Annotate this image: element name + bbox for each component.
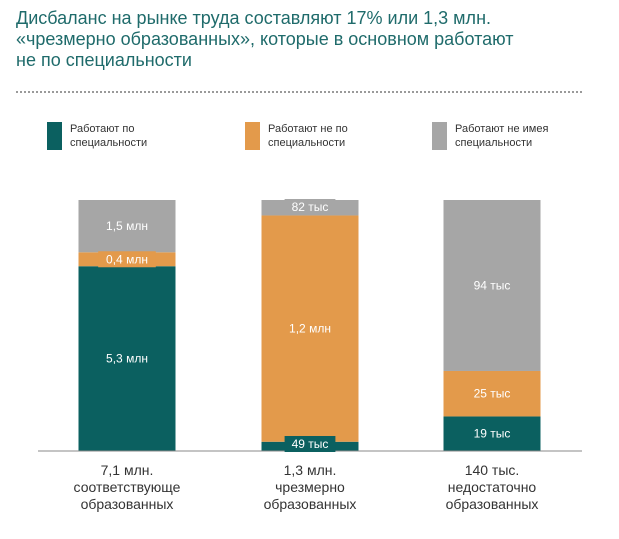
legend-label-line: Работают не по xyxy=(268,123,348,135)
value-label-box xyxy=(98,251,156,268)
legend-swatch-orange xyxy=(245,122,260,150)
value-label: 1,5 млн xyxy=(106,219,148,233)
chart-title: Дисбаланс на рынке труда составляют 17% … xyxy=(16,8,576,71)
category-label: 7,1 млн. xyxy=(101,462,154,478)
category-label: образованных xyxy=(81,496,174,512)
bar-segment xyxy=(78,266,176,451)
value-label: 19 тыс xyxy=(474,427,511,441)
title-line-3: не по специальности xyxy=(16,50,192,70)
legend-label-line: Работают по xyxy=(70,123,135,135)
category-label: чрезмерно xyxy=(275,479,345,495)
value-label: 94 тыс xyxy=(474,278,511,292)
legend-label-line: Работают не имея xyxy=(455,123,549,135)
title-line-2: «чрезмерно образованных», которые в осно… xyxy=(16,29,514,49)
legend-swatch-gray xyxy=(432,122,447,150)
bar-segment xyxy=(443,370,541,417)
title-line-1: Дисбаланс на рынке труда составляют 17% … xyxy=(16,8,492,28)
bar-segment xyxy=(78,200,176,253)
legend-label: Работают не по специальности xyxy=(268,122,388,150)
bar-segment xyxy=(443,416,541,451)
category-label: 140 тыс. xyxy=(465,462,520,478)
legend-item-by-specialty: Работают по специальности xyxy=(47,122,190,150)
legend-item-no-specialty: Работают не имея специальности xyxy=(432,122,575,150)
value-label-box xyxy=(284,436,336,452)
category-label: образованных xyxy=(446,496,539,512)
value-label: 1,2 млн xyxy=(289,322,331,336)
legend-label-line: специальности xyxy=(268,137,346,149)
value-label: 25 тыс xyxy=(474,387,511,401)
legend-label: Работают не имея специальности xyxy=(455,122,575,150)
value-label: 82 тыс xyxy=(292,200,329,214)
category-label: образованных xyxy=(264,496,357,512)
legend-swatch-teal xyxy=(47,122,62,150)
category-label: соответствующе xyxy=(74,479,181,495)
title-divider xyxy=(16,91,582,93)
value-label: 0,4 млн xyxy=(106,252,148,266)
category-label: недостаточно xyxy=(448,479,537,495)
value-label-box xyxy=(284,199,336,215)
bar-segment xyxy=(261,215,359,442)
value-label: 5,3 млн xyxy=(106,352,148,366)
category-label: 1,3 млн. xyxy=(284,462,337,478)
value-label: 49 тыс xyxy=(292,437,329,451)
legend-label: Работают по специальности xyxy=(70,122,190,150)
bar-segment xyxy=(443,200,541,371)
legend-label-line: специальности xyxy=(70,137,148,149)
legend-label-line: специальности xyxy=(455,137,533,149)
legend-item-not-by-specialty: Работают не по специальности xyxy=(245,122,388,150)
